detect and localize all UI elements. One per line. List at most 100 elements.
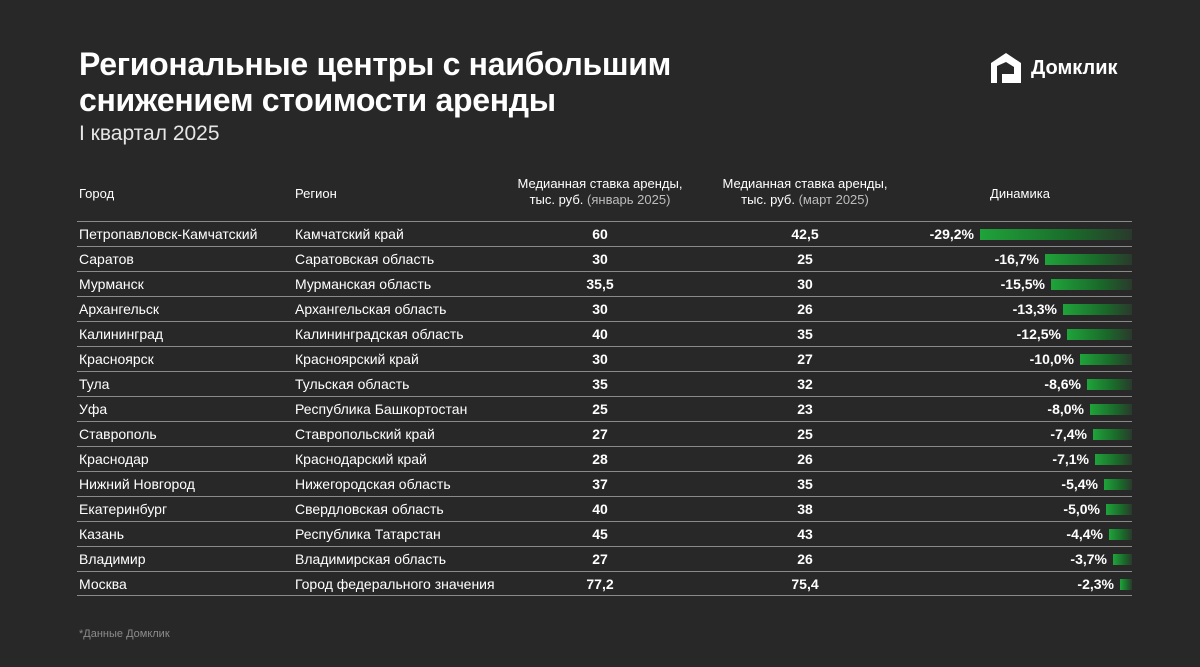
header-dynamics: Динамика bbox=[990, 186, 1050, 201]
city-cell: Петропавловск-Камчатский bbox=[79, 226, 258, 242]
region-cell: Город федерального значения bbox=[295, 576, 495, 592]
mar-rate-cell: 43 bbox=[797, 526, 813, 542]
city-cell: Тула bbox=[79, 376, 110, 392]
table-row: Уфа Республика Башкортостан 25 23 -8,0% bbox=[77, 396, 1132, 421]
table-row: Ставрополь Ставропольский край 27 25 -7,4% bbox=[77, 421, 1132, 446]
city-cell: Уфа bbox=[79, 401, 108, 417]
dynamics-bar bbox=[1090, 404, 1132, 415]
jan-rate-cell: 37 bbox=[592, 476, 608, 492]
dynamics-bar bbox=[980, 229, 1132, 240]
chart-subtitle: I квартал 2025 bbox=[79, 122, 220, 145]
dynamics-bar bbox=[1093, 429, 1132, 440]
header-jan-unit: тыс. руб. bbox=[529, 192, 584, 207]
dynamics-value: -8,0% bbox=[1047, 401, 1084, 417]
mar-rate-cell: 23 bbox=[797, 401, 813, 417]
dynamics-bar bbox=[1104, 479, 1132, 490]
dynamics-bar bbox=[1106, 504, 1132, 515]
city-cell: Красноярск bbox=[79, 351, 154, 367]
header-jan-period: (январь 2025) bbox=[587, 192, 671, 207]
dynamics-value: -5,0% bbox=[1063, 501, 1100, 517]
chart-title: Региональные центры с наибольшим снижени… bbox=[79, 46, 839, 118]
city-cell: Ставрополь bbox=[79, 426, 157, 442]
region-cell: Краснодарский край bbox=[295, 451, 427, 467]
city-cell: Нижний Новгород bbox=[79, 476, 195, 492]
city-cell: Мурманск bbox=[79, 276, 144, 292]
mar-rate-cell: 38 bbox=[797, 501, 813, 517]
table-body: Петропавловск-Камчатский Камчатский край 6… bbox=[0, 221, 1200, 596]
table-row: Саратов Саратовская область 30 25 -16,7% bbox=[77, 246, 1132, 271]
dynamics-value: -7,4% bbox=[1050, 426, 1087, 442]
table-row: Петропавловск-Камчатский Камчатский край 6… bbox=[77, 221, 1132, 246]
footnote: *Данные Домклик bbox=[79, 628, 170, 640]
region-cell: Саратовская область bbox=[295, 251, 435, 267]
city-cell: Саратов bbox=[79, 251, 134, 267]
jan-rate-cell: 40 bbox=[592, 501, 608, 517]
dynamics-value: -3,7% bbox=[1070, 551, 1107, 567]
dynamics-value: -12,5% bbox=[1016, 326, 1061, 342]
mar-rate-cell: 26 bbox=[797, 451, 813, 467]
domclick-logo: Домклик bbox=[988, 50, 1118, 86]
table-row: Казань Республика Татарстан 45 43 -4,4% bbox=[77, 521, 1132, 546]
table-row: Екатеринбург Свердловская область 40 38 -5,0… bbox=[77, 496, 1132, 521]
header-mar-line2: тыс. руб. (март 2025) bbox=[695, 192, 915, 208]
logo-text: Домклик bbox=[1031, 56, 1118, 79]
mar-rate-cell: 25 bbox=[797, 426, 813, 442]
jan-rate-cell: 40 bbox=[592, 326, 608, 342]
region-cell: Ставропольский край bbox=[295, 426, 435, 442]
dynamics-bar bbox=[1051, 279, 1132, 290]
table-row: Тула Тульская область 35 32 -8,6% bbox=[77, 371, 1132, 396]
jan-rate-cell: 30 bbox=[592, 301, 608, 317]
region-cell: Мурманская область bbox=[295, 276, 432, 292]
region-cell: Камчатский край bbox=[295, 226, 404, 242]
title-line-2: снижением стоимости аренды bbox=[79, 82, 556, 118]
city-cell: Казань bbox=[79, 526, 125, 542]
dynamics-bar bbox=[1067, 329, 1132, 340]
dynamics-value: -29,2% bbox=[929, 226, 974, 242]
jan-rate-cell: 77,2 bbox=[586, 576, 614, 592]
region-cell: Республика Башкортостан bbox=[295, 401, 468, 417]
city-cell: Владимир bbox=[79, 551, 146, 567]
city-cell: Калининград bbox=[79, 326, 164, 342]
jan-rate-cell: 35 bbox=[592, 376, 608, 392]
dynamics-value: -10,0% bbox=[1029, 351, 1074, 367]
dynamics-bar bbox=[1095, 454, 1132, 465]
jan-rate-cell: 45 bbox=[592, 526, 608, 542]
header-jan: Медианная ставка аренды, тыс. руб. (янва… bbox=[490, 176, 710, 208]
header-mar-line1: Медианная ставка аренды, bbox=[722, 176, 888, 191]
region-cell: Свердловская область bbox=[295, 501, 444, 517]
mar-rate-cell: 35 bbox=[797, 476, 813, 492]
dynamics-bar bbox=[1109, 529, 1132, 540]
mar-rate-cell: 35 bbox=[797, 326, 813, 342]
dynamics-value: -15,5% bbox=[1000, 276, 1045, 292]
mar-rate-cell: 25 bbox=[797, 251, 813, 267]
region-cell: Тульская область bbox=[295, 376, 410, 392]
table-row: Мурманск Мурманская область 35,5 30 -15,5% bbox=[77, 271, 1132, 296]
jan-rate-cell: 25 bbox=[592, 401, 608, 417]
table-row: Владимир Владимирская область 27 26 -3,7% bbox=[77, 546, 1132, 571]
mar-rate-cell: 30 bbox=[797, 276, 813, 292]
city-cell: Краснодар bbox=[79, 451, 149, 467]
city-cell: Екатеринбург bbox=[79, 501, 168, 517]
jan-rate-cell: 35,5 bbox=[586, 276, 614, 292]
table-header: Город Регион Медианная ставка аренды, ты… bbox=[0, 170, 1200, 220]
dynamics-bar bbox=[1087, 379, 1132, 390]
dynamics-value: -2,3% bbox=[1077, 576, 1114, 592]
mar-rate-cell: 27 bbox=[797, 351, 813, 367]
jan-rate-cell: 27 bbox=[592, 426, 608, 442]
region-cell: Нижегородская область bbox=[295, 476, 451, 492]
dynamics-bar bbox=[1120, 579, 1132, 590]
table-row: Краснодар Краснодарский край 28 26 -7,1% bbox=[77, 446, 1132, 471]
header-city: Город bbox=[79, 186, 115, 201]
dynamics-bar bbox=[1045, 254, 1132, 265]
mar-rate-cell: 26 bbox=[797, 301, 813, 317]
region-cell: Архангельская область bbox=[295, 301, 447, 317]
city-cell: Архангельск bbox=[79, 301, 160, 317]
header-jan-line1: Медианная ставка аренды, bbox=[517, 176, 683, 191]
header-mar-unit: тыс. руб. bbox=[741, 192, 795, 207]
title-line-1: Региональные центры с наибольшим bbox=[79, 46, 672, 82]
table-row: Архангельск Архангельская область 30 26 -13,… bbox=[77, 296, 1132, 321]
header-jan-line2: тыс. руб. (январь 2025) bbox=[490, 192, 710, 208]
mar-rate-cell: 75,4 bbox=[791, 576, 819, 592]
dynamics-value: -7,1% bbox=[1052, 451, 1089, 467]
header-mar-period: (март 2025) bbox=[798, 192, 869, 207]
